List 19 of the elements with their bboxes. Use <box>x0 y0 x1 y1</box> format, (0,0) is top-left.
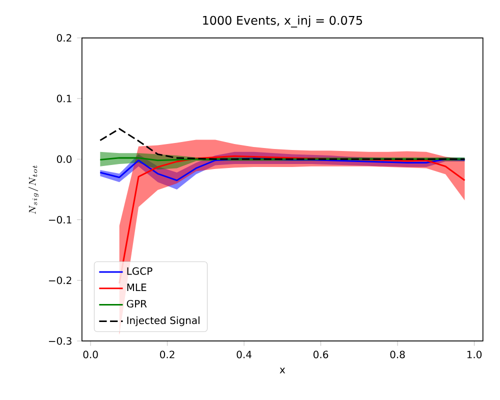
x-axis-title: x <box>280 368 286 374</box>
y-tick-label: −0.2 <box>48 276 72 284</box>
y-tick-label: 0.2 <box>56 34 72 42</box>
y-axis-title: $N_{sig}/N_{tot}$ <box>28 166 38 214</box>
chart-title: 1000 Events, x_inj = 0.075 <box>203 16 362 28</box>
y-tick-label: 0.1 <box>56 94 72 102</box>
legend-label: MLE <box>127 284 146 291</box>
x-tick-label: 0.4 <box>236 350 252 358</box>
x-tick-label: 0.6 <box>314 350 328 358</box>
y-tick-label: 0.0 <box>56 155 72 163</box>
y-tick-label: −0.3 <box>48 337 72 345</box>
x-tick-label: 0.2 <box>160 350 174 358</box>
x-tick-label: 0.8 <box>390 350 405 358</box>
x-tick-label: 0.0 <box>83 350 98 358</box>
legend-label: LGCP <box>127 267 152 275</box>
legend-label: GPR <box>126 300 147 308</box>
legend-label: Injected Signal <box>127 316 200 326</box>
y-tick-label: −0.1 <box>48 216 72 224</box>
x-tick-label: 1.0 <box>467 350 482 358</box>
